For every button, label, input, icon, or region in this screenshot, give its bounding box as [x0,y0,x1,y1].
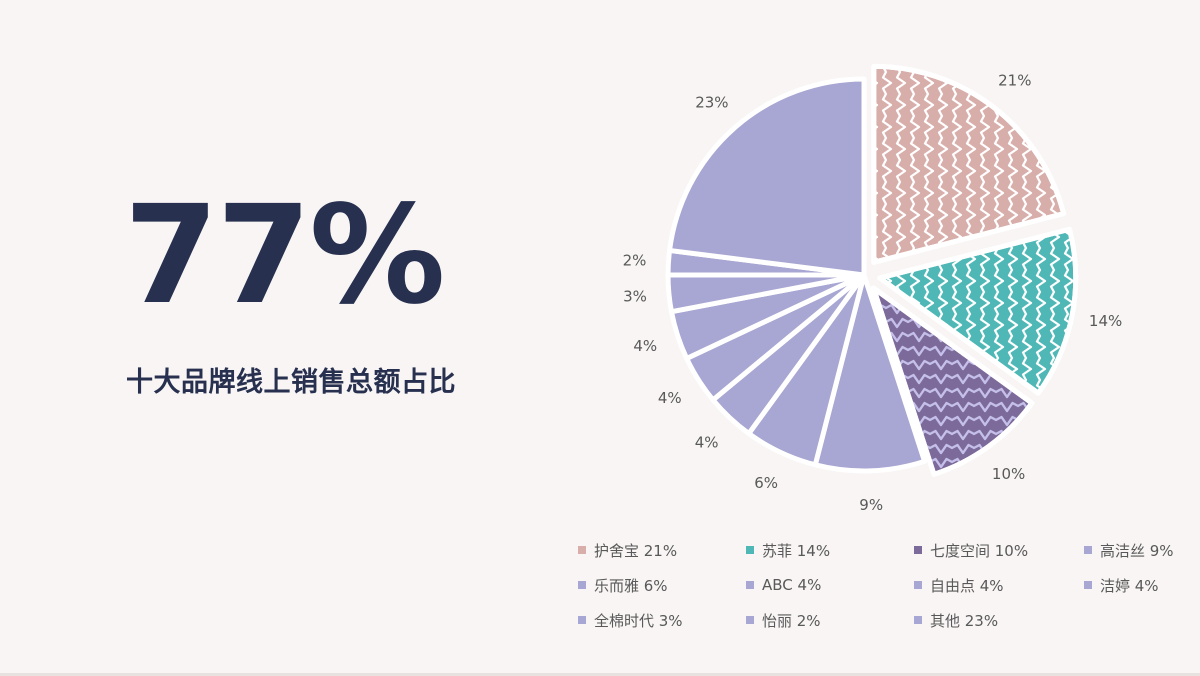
legend-swatch-1 [746,546,754,554]
legend-item-3: 高洁丝 9% [1084,538,1200,562]
headline-percent: 77% [124,177,446,335]
legend-item-1: 苏菲 14% [746,538,914,562]
legend-swatch-7 [1084,581,1092,589]
legend-item-0: 护舍宝 21% [578,538,746,562]
bottom-divider [0,673,1200,676]
slice-2-border [870,285,1035,477]
legend-swatch-6 [914,581,922,589]
legend-label-4: 乐而雅 6% [594,576,668,595]
slice-0-label: 21% [998,72,1031,90]
legend-swatch-10 [914,616,922,624]
slice-1-pattern-fill [879,229,1076,394]
slice-3 [812,272,928,474]
slice-4-label: 6% [754,474,778,492]
pie-labels: 21% 14% 10% 9% 6% 4% 4% 4% 3% 2% 23% [623,72,1123,514]
pie-slices [665,63,1079,477]
legend-item-5: ABC 4% [746,573,914,597]
headline-subtitle: 十大品牌线上销售总额占比 [126,367,456,398]
slice-3-label: 9% [859,496,883,514]
legend-item-9: 怡丽 2% [746,608,914,632]
slice-0-border [871,63,1067,265]
slice-6-label: 4% [658,389,682,407]
legend-swatch-2 [914,546,922,554]
legend-label-8: 全棉时代 3% [594,611,683,630]
legend-item-7: 洁婷 4% [1084,573,1200,597]
legend-label-2: 七度空间 10% [930,541,1029,560]
legend-label-7: 洁婷 4% [1100,576,1159,595]
slice-10-label: 23% [695,94,728,112]
legend-swatch-9 [746,616,754,624]
slice-2-label: 10% [992,465,1025,483]
slice-5-label: 4% [695,434,719,452]
legend-label-6: 自由点 4% [930,576,1004,595]
legend-label-0: 护舍宝 21% [594,541,678,560]
legend-item-10: 其他 23% [914,608,1084,632]
slice-1-label: 14% [1089,312,1122,330]
legend-swatch-4 [578,581,586,589]
legend-swatch-8 [578,616,586,624]
legend-swatch-3 [1084,546,1092,554]
slice-2-pattern-fill [873,287,1032,475]
slice-9-label: 2% [623,252,647,270]
legend-label-9: 怡丽 2% [762,611,821,630]
slice-1-border [877,226,1079,396]
slice-10 [667,76,867,278]
slice-7-label: 4% [633,337,657,355]
legend-item-4: 乐而雅 6% [578,573,746,597]
slice-8-label: 3% [623,288,647,306]
legend-swatch-0 [578,546,586,554]
legend-label-10: 其他 23% [930,611,999,630]
legend-label-1: 苏菲 14% [762,541,831,560]
slice-0-pattern-fill [873,66,1064,263]
pie-chart: 21% 14% 10% 9% 6% 4% 4% 4% 3% 2% 23% [623,63,1123,514]
legend-item-6: 自由点 4% [914,573,1084,597]
legend-label-3: 高洁丝 9% [1100,541,1174,560]
legend-item-2: 七度空间 10% [914,538,1084,562]
legend-swatch-5 [746,581,754,589]
legend-item-8: 全棉时代 3% [578,608,746,632]
legend-label-5: ABC 4% [762,576,822,594]
chart-legend: 护舍宝 21% 苏菲 14% 七度空间 10% 高洁丝 9% 乐而雅 6% ABC 4% 自… [578,538,1200,632]
